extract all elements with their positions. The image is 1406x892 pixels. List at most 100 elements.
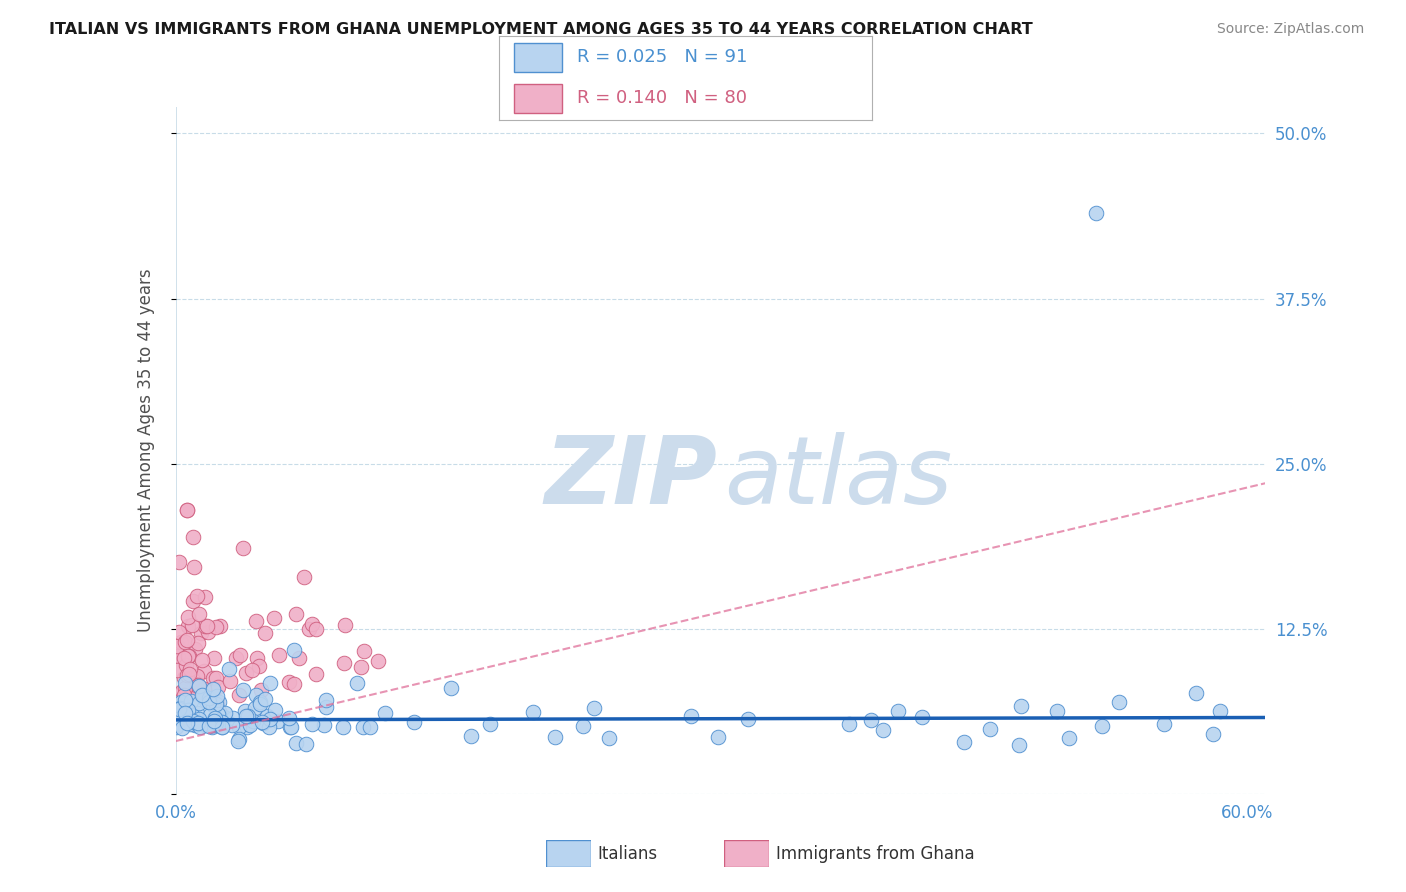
Point [183,560,205,574]
Point [239,718,262,732]
Point [194,717,217,731]
Point [176,657,198,672]
Text: ZIP: ZIP [544,432,717,524]
Point [249,682,271,697]
Point [252,716,274,731]
Point [166,663,188,677]
Point [233,704,256,718]
Point [173,651,195,665]
Point [194,718,217,732]
Point [186,678,208,692]
Point [236,720,259,734]
Point [298,622,321,636]
Point [583,701,606,715]
Point [253,692,276,706]
Point [250,714,273,729]
Point [737,712,759,726]
Point [207,681,229,695]
Point [208,704,231,718]
Point [190,626,212,640]
Point [166,648,188,663]
Point [228,731,250,746]
Point [173,703,195,717]
Point [181,708,204,723]
Point [167,702,190,716]
Point [598,731,620,745]
Point [193,690,215,704]
Text: R = 0.025   N = 91: R = 0.025 N = 91 [578,48,748,66]
Point [352,719,374,733]
Point [1057,731,1080,745]
Point [179,662,201,676]
Point [243,700,266,714]
Point [278,720,301,734]
Point [225,651,247,665]
Point [333,657,356,671]
Point [979,723,1001,737]
Point [186,589,208,603]
Point [198,719,221,733]
Point [208,619,231,633]
Point [887,704,910,718]
Point [202,714,225,728]
Point [231,541,253,555]
Point [202,718,225,732]
Point [280,720,302,734]
Point [191,688,214,702]
Point [186,668,208,682]
Point [173,635,195,649]
Point [201,682,224,697]
Point [838,717,860,731]
Bar [515,44,562,72]
Point [180,693,202,707]
Point [283,677,305,691]
Point [295,737,318,751]
Point [242,714,264,728]
Text: atlas: atlas [724,433,952,524]
Point [353,643,375,657]
Point [187,679,209,693]
Point [202,712,225,726]
Text: Italians: Italians [598,845,658,863]
Point [204,718,226,732]
Point [176,667,198,681]
Point [170,684,193,698]
Point [188,720,211,734]
Point [259,712,281,726]
Point [194,694,217,708]
Point [176,503,198,517]
Point [1184,685,1206,699]
Point [304,622,326,636]
Point [207,707,229,722]
Point [179,716,201,731]
Point [211,720,233,734]
Point [211,718,233,732]
Point [1084,205,1107,219]
Point [204,711,226,725]
Point [202,698,225,712]
Text: R = 0.140   N = 80: R = 0.140 N = 80 [578,89,748,107]
Point [315,692,337,706]
Point [522,705,544,719]
Point [173,675,195,690]
Point [1010,699,1032,714]
Point [211,720,233,734]
Point [259,676,281,690]
Point [193,682,215,697]
Point [333,618,356,632]
Point [173,681,195,696]
Point [278,675,301,690]
Point [211,715,233,730]
Point [440,681,463,696]
Point [170,695,193,709]
Point [200,718,222,732]
Point [263,610,285,624]
Point [249,698,271,712]
Point [174,706,197,720]
Point [247,658,270,673]
Point [235,709,257,723]
Point [169,635,191,649]
Point [221,718,243,732]
Point [953,734,976,748]
Point [195,618,218,632]
